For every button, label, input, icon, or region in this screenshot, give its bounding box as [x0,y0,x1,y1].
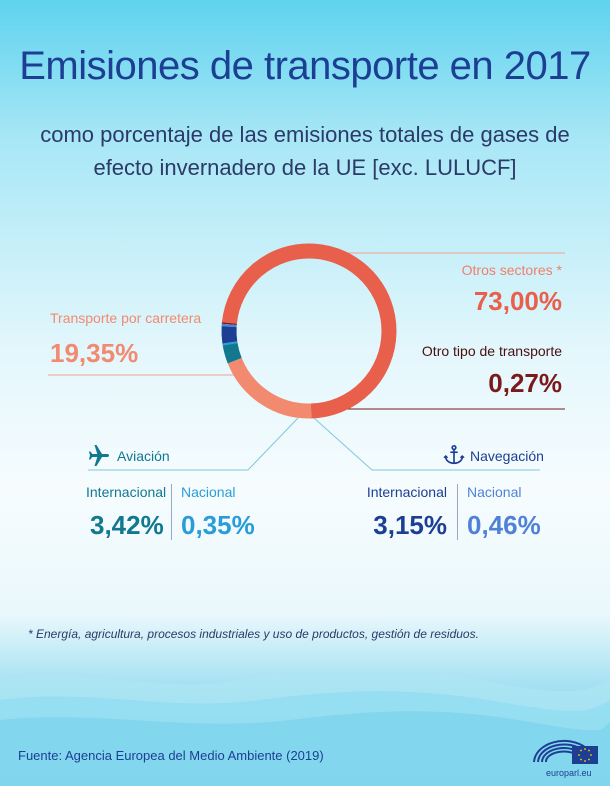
aviacion-label: Aviación [117,448,170,464]
footnote: * Energía, agricultura, procesos industr… [28,627,479,641]
otros-sectores-label: Otros sectores * [461,262,562,278]
eu-parliament-logo [533,739,598,764]
aviacion-divider [171,484,172,540]
leader-navegacion [313,417,540,471]
brand-text: europarl.eu [546,768,592,778]
chart-subtitle: como porcentaje de las emisiones totales… [30,118,580,184]
anchor-icon [443,445,465,465]
donut-arcs [221,243,397,419]
aviacion-nacional-label: Nacional [181,484,236,500]
navegacion-label: Navegación [470,448,544,464]
decorative-waves [0,668,610,786]
airplane-icon [89,445,109,466]
leader-aviacion [88,417,299,471]
otro-transporte-value: 0,27% [488,368,562,398]
subtitle-line-1: como porcentaje de las emisiones totales… [40,122,570,147]
navegacion-internacional-label: Internacional [366,484,447,500]
otro-transporte-label: Otro tipo de transporte [421,343,562,359]
donut-slice-aviación-internacional [222,342,242,364]
navegacion-divider [457,484,458,540]
donut-slice-otros-sectores [221,243,397,419]
aviacion-internacional-label: Internacional [86,484,167,500]
aviacion-internacional-value: 3,42% [90,510,164,540]
navegacion-nacional-label: Nacional [467,484,522,500]
carretera-value: 19,35% [50,338,139,368]
navegacion-internacional-value: 3,15% [373,510,447,540]
subtitle-line-2: efecto invernadero de la UE [exc. LULUCF… [93,155,517,180]
leader-lines [48,252,565,471]
carretera-label: Transporte por carretera [50,310,202,326]
source-note: Fuente: Agencia Europea del Medio Ambien… [18,748,324,763]
donut-slice-transporte-por-carretera [227,357,312,419]
otros-sectores-value: 73,00% [473,286,562,316]
chart-title: Emisiones de transporte en 2017 [19,44,591,88]
navegacion-nacional-value: 0,46% [467,510,541,540]
aviacion-nacional-value: 0,35% [181,510,255,540]
donut-slice-navegación-internacional [221,326,238,344]
